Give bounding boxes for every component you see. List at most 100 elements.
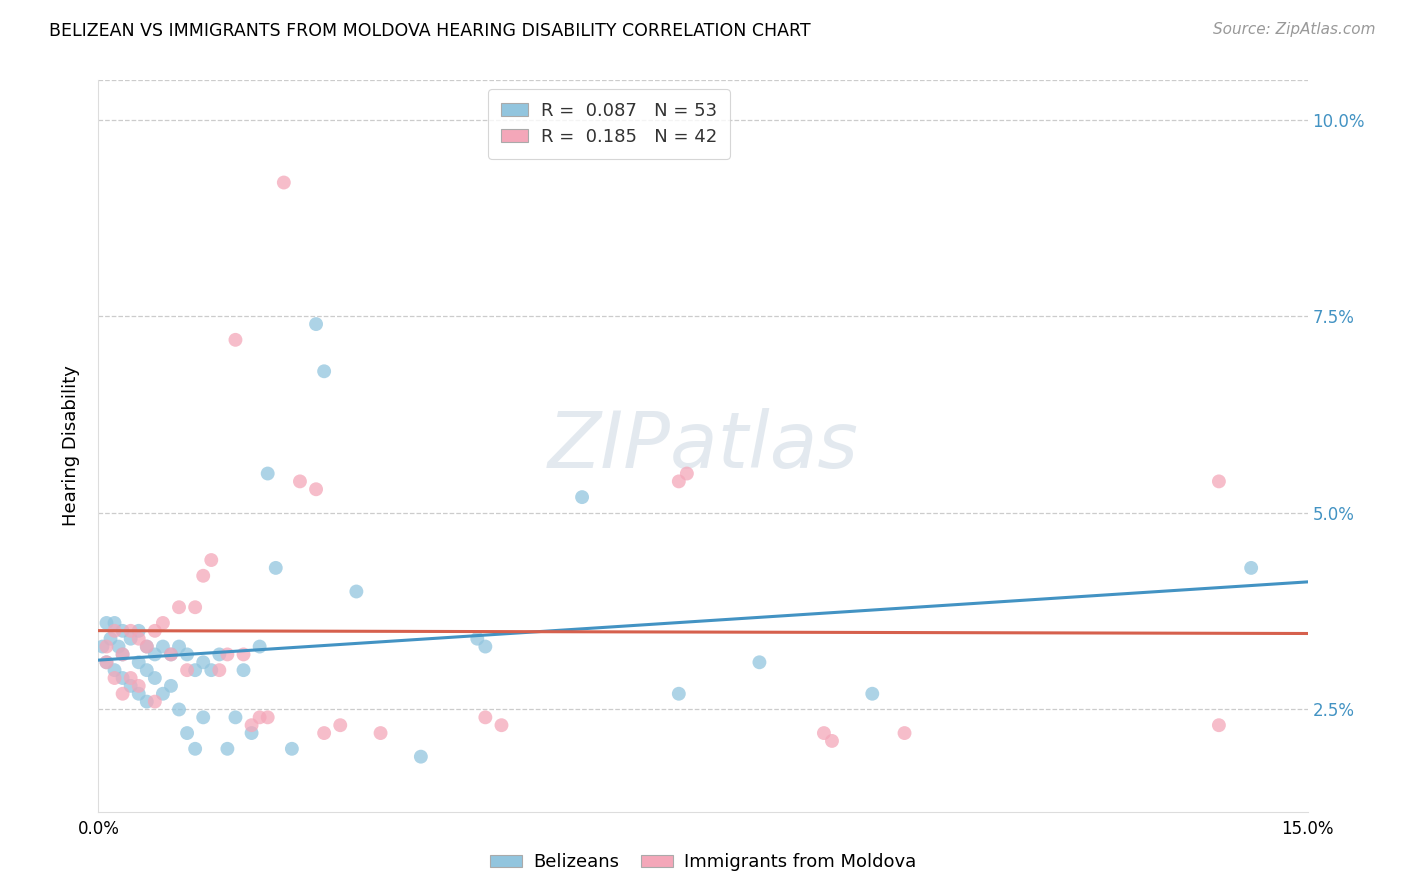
Point: [491, 718, 513, 732]
Point: [329, 718, 352, 732]
Point: [135, 695, 157, 709]
Point: [184, 663, 207, 677]
Point: [160, 648, 183, 662]
Point: [217, 741, 239, 756]
Point: [91, 640, 114, 654]
Point: [167, 640, 190, 654]
Point: [167, 702, 190, 716]
Point: [103, 671, 125, 685]
Point: [668, 475, 690, 489]
Point: [748, 655, 770, 669]
Point: [370, 726, 392, 740]
Point: [167, 600, 190, 615]
Point: [256, 710, 278, 724]
Point: [314, 726, 336, 740]
Point: [668, 687, 690, 701]
Point: [305, 317, 328, 331]
Point: [135, 640, 157, 654]
Point: [409, 749, 432, 764]
Point: [200, 553, 222, 567]
Point: [128, 624, 150, 638]
Point: [821, 734, 844, 748]
Point: [135, 640, 157, 654]
Point: [249, 710, 271, 724]
Point: [103, 615, 125, 630]
Point: [120, 632, 142, 646]
Point: [193, 568, 215, 582]
Point: [111, 687, 134, 701]
Point: [193, 710, 215, 724]
Text: Source: ZipAtlas.com: Source: ZipAtlas.com: [1212, 22, 1375, 37]
Point: [240, 718, 263, 732]
Point: [107, 640, 129, 654]
Point: [465, 632, 488, 646]
Legend: Belizeans, Immigrants from Moldova: Belizeans, Immigrants from Moldova: [482, 847, 924, 879]
Point: [176, 663, 198, 677]
Point: [232, 663, 254, 677]
Point: [813, 726, 835, 740]
Point: [152, 687, 174, 701]
Point: [676, 467, 699, 481]
Point: [143, 695, 166, 709]
Point: [120, 671, 142, 685]
Y-axis label: Hearing Disability: Hearing Disability: [62, 366, 80, 526]
Point: [96, 655, 118, 669]
Point: [96, 655, 118, 669]
Point: [232, 648, 254, 662]
Point: [474, 640, 496, 654]
Point: [103, 663, 125, 677]
Text: BELIZEAN VS IMMIGRANTS FROM MOLDOVA HEARING DISABILITY CORRELATION CHART: BELIZEAN VS IMMIGRANTS FROM MOLDOVA HEAR…: [49, 22, 811, 40]
Point: [152, 615, 174, 630]
Point: [120, 679, 142, 693]
Point: [344, 584, 367, 599]
Point: [224, 333, 246, 347]
Point: [314, 364, 336, 378]
Point: [100, 632, 122, 646]
Point: [860, 687, 883, 701]
Point: [1208, 718, 1230, 732]
Point: [111, 671, 134, 685]
Point: [135, 663, 157, 677]
Point: [160, 648, 183, 662]
Point: [111, 648, 134, 662]
Point: [208, 648, 231, 662]
Point: [160, 679, 183, 693]
Text: ZIPatlas: ZIPatlas: [547, 408, 859, 484]
Point: [143, 624, 166, 638]
Point: [893, 726, 915, 740]
Point: [249, 640, 271, 654]
Point: [143, 648, 166, 662]
Point: [184, 600, 207, 615]
Point: [96, 640, 118, 654]
Point: [111, 648, 134, 662]
Point: [264, 561, 287, 575]
Point: [103, 624, 125, 638]
Point: [176, 726, 198, 740]
Legend: R =  0.087   N = 53, R =  0.185   N = 42: R = 0.087 N = 53, R = 0.185 N = 42: [488, 89, 730, 159]
Point: [143, 671, 166, 685]
Point: [200, 663, 222, 677]
Point: [256, 467, 278, 481]
Point: [152, 640, 174, 654]
Point: [208, 663, 231, 677]
Point: [240, 726, 263, 740]
Point: [128, 679, 150, 693]
Point: [305, 482, 328, 496]
Point: [128, 632, 150, 646]
Point: [128, 687, 150, 701]
Point: [96, 615, 118, 630]
Point: [184, 741, 207, 756]
Point: [111, 624, 134, 638]
Point: [571, 490, 593, 504]
Point: [1208, 475, 1230, 489]
Point: [217, 648, 239, 662]
Point: [176, 648, 198, 662]
Point: [193, 655, 215, 669]
Point: [281, 741, 304, 756]
Point: [128, 655, 150, 669]
Point: [1240, 561, 1263, 575]
Point: [288, 475, 311, 489]
Point: [224, 710, 246, 724]
Point: [273, 176, 295, 190]
Point: [120, 624, 142, 638]
